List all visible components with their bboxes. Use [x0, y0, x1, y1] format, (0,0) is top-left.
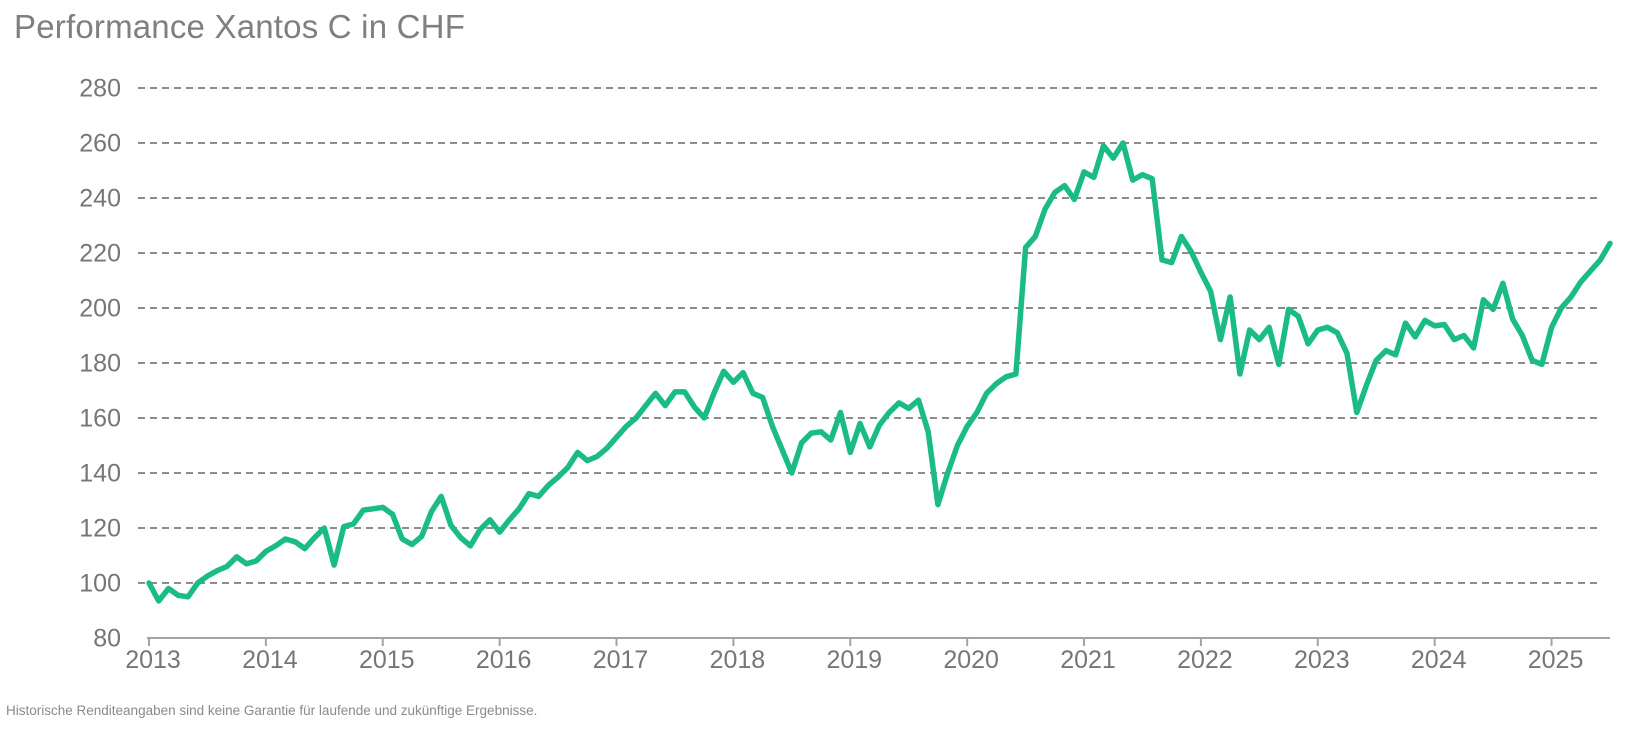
- x-axis-label: 2022: [1177, 646, 1233, 674]
- y-axis-label: 140: [79, 460, 121, 488]
- x-axis-label: 2023: [1294, 646, 1350, 674]
- y-axis-label: 280: [79, 75, 121, 103]
- x-axis-label: 2021: [1060, 646, 1116, 674]
- y-axis-label: 80: [93, 625, 121, 653]
- disclaimer-text: Historische Renditeangaben sind keine Ga…: [6, 703, 538, 718]
- y-axis-label: 240: [79, 185, 121, 213]
- y-axis-label: 200: [79, 295, 121, 323]
- performance-line: [146, 140, 1613, 604]
- x-axis-label: 2024: [1411, 646, 1467, 674]
- y-axis-label: 100: [79, 570, 121, 598]
- x-axis-label: 2014: [242, 646, 298, 674]
- x-axis-label: 2013: [125, 646, 181, 674]
- x-axis-label: 2015: [359, 646, 415, 674]
- x-axis-label: 2018: [710, 646, 766, 674]
- y-axis-label: 180: [79, 350, 121, 378]
- y-axis-label: 220: [79, 240, 121, 268]
- x-axis-label: 2016: [476, 646, 532, 674]
- x-axis-label: 2020: [943, 646, 999, 674]
- chart-title: Performance Xantos C in CHF: [14, 8, 466, 45]
- y-axis-label: 120: [79, 515, 121, 543]
- y-axis-label: 260: [79, 130, 121, 158]
- x-axis-label: 2025: [1528, 646, 1584, 674]
- y-axis-label: 160: [79, 405, 121, 433]
- x-axis-label: 2017: [593, 646, 649, 674]
- x-axis-label: 2019: [826, 646, 882, 674]
